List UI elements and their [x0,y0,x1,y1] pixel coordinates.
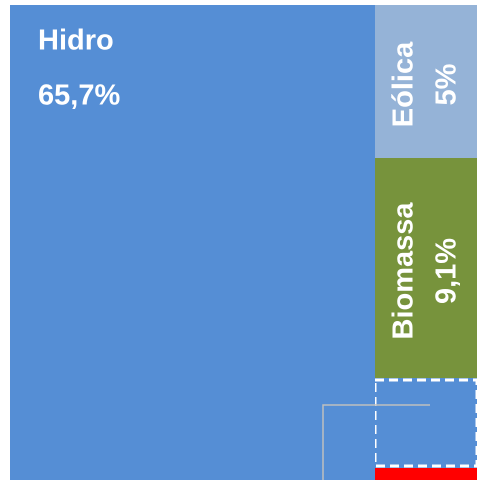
value-label: 9,1% [431,238,463,304]
highlight-box [373,378,477,468]
tile-label: Eólica [388,41,420,127]
tile [375,158,477,378]
tile [10,5,375,480]
tile [375,5,477,158]
value-label: 5% [431,63,463,105]
small-tile [375,468,477,480]
value-label: 65,7% [38,80,120,112]
leader-line [322,404,430,480]
tile-label: Biomassa [388,202,420,340]
tile-label: Hidro [38,25,114,57]
small-tile [375,378,477,480]
